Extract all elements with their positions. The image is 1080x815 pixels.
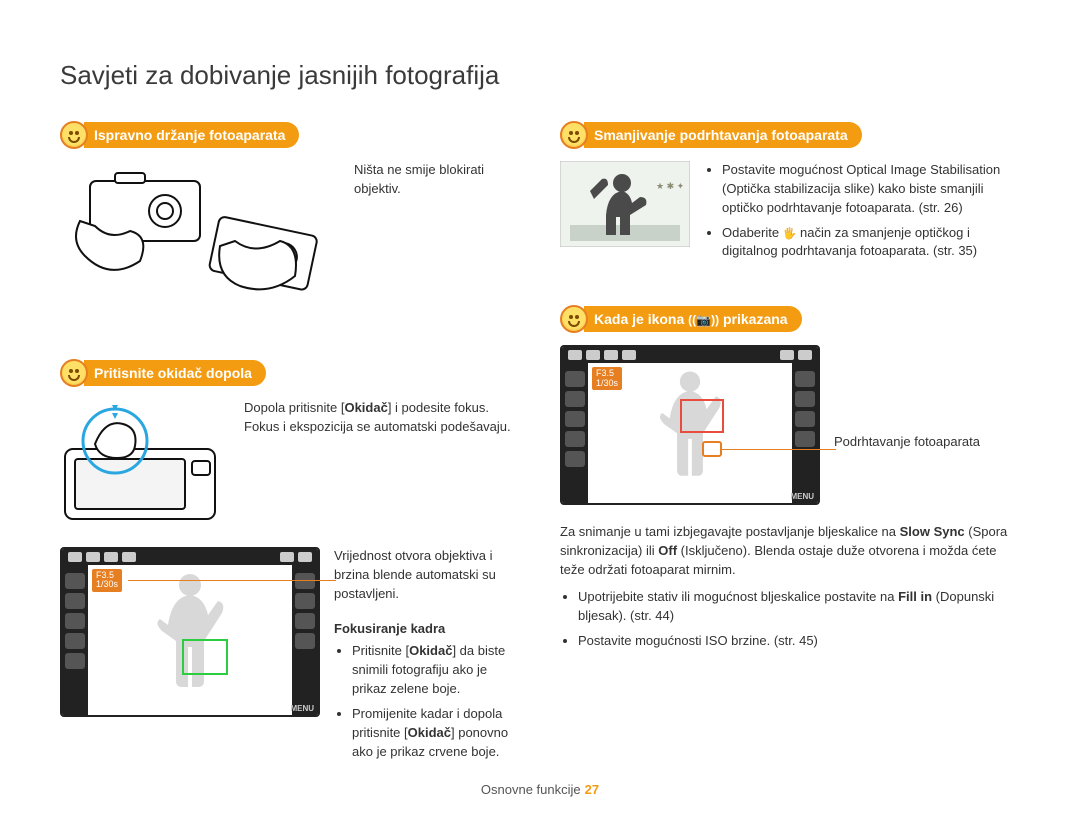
person-silhouette-icon (145, 567, 235, 697)
shake-callout: Podrhtavanje fotoaparata (834, 345, 1020, 452)
smiley-icon (60, 121, 88, 149)
section-heading-shake: Smanjivanje podrhtavanja fotoaparata (560, 121, 1020, 149)
focus-box-red (680, 399, 724, 433)
section-heading-hold: Ispravno držanje fotoaparata (60, 121, 520, 149)
dual-is-icon: 🖐 (783, 228, 797, 240)
left-column: Ispravno držanje fotoaparata (60, 121, 520, 785)
camera-shake-icon: ((📷)) (688, 313, 719, 327)
aperture-chip: F3.51/30s (92, 569, 122, 592)
heading-pill: Smanjivanje podrhtavanja fotoaparata (584, 122, 862, 148)
page-footer: Osnovne funkcije27 (0, 782, 1080, 797)
focus-box-green (182, 639, 228, 675)
heading-pill: Pritisnite okidač dopola (84, 360, 266, 386)
focusing-bullets: Pritisnite [Okidač] da biste snimili fot… (334, 642, 520, 761)
content-columns: Ispravno držanje fotoaparata (60, 121, 1020, 785)
page-title: Savjeti za dobivanje jasnijih fotografij… (60, 60, 1020, 91)
menu-label: MENU (790, 492, 814, 501)
halfpress-illustration (60, 399, 230, 529)
smiley-icon (560, 121, 588, 149)
photo-thumbnail: ★ ✱ ✦ (560, 161, 690, 247)
section-heading-halfpress: Pritisnite okidač dopola (60, 359, 520, 387)
svg-text:★ ✱ ✦: ★ ✱ ✦ (656, 181, 685, 191)
shake-warning-icon (702, 441, 722, 457)
heading-pill: Ispravno držanje fotoaparata (84, 122, 299, 148)
heading-pill: Kada je ikona ((📷)) prikazana (584, 306, 802, 332)
auto-settings-text: Vrijednost otvora objektiva i brzina ble… (334, 547, 520, 604)
lcd-preview-green: MENU F3.51/30s (60, 547, 320, 717)
hands-illustration (60, 161, 340, 311)
slow-sync-text: Za snimanje u tami izbjegavajte postavlj… (560, 523, 1020, 580)
lcd-preview-red: MENU F3.51/30s (560, 345, 820, 505)
smiley-icon (560, 305, 588, 333)
right-column: Smanjivanje podrhtavanja fotoaparata ★ ✱… (560, 121, 1020, 785)
aperture-chip: F3.51/30s (592, 367, 622, 390)
menu-label: MENU (290, 704, 314, 713)
section-heading-shake-icon: Kada je ikona ((📷)) prikazana (560, 305, 1020, 333)
halfpress-text: Dopola pritisnite [Okidač] i podesite fo… (244, 399, 520, 437)
focusing-frame-title: Fokusiranje kadra (334, 620, 520, 639)
ois-bullets: Postavite mogućnost Optical Image Stabil… (704, 161, 1020, 267)
smiley-icon (60, 359, 88, 387)
shake-bullets: Upotrijebite stativ ili mogućnost bljesk… (560, 588, 1020, 651)
hold-text: Ništa ne smije blokirati objektiv. (354, 161, 504, 199)
